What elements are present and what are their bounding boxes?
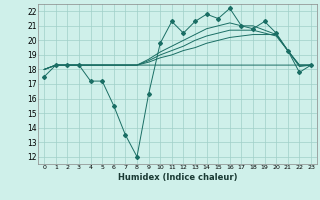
X-axis label: Humidex (Indice chaleur): Humidex (Indice chaleur)	[118, 173, 237, 182]
